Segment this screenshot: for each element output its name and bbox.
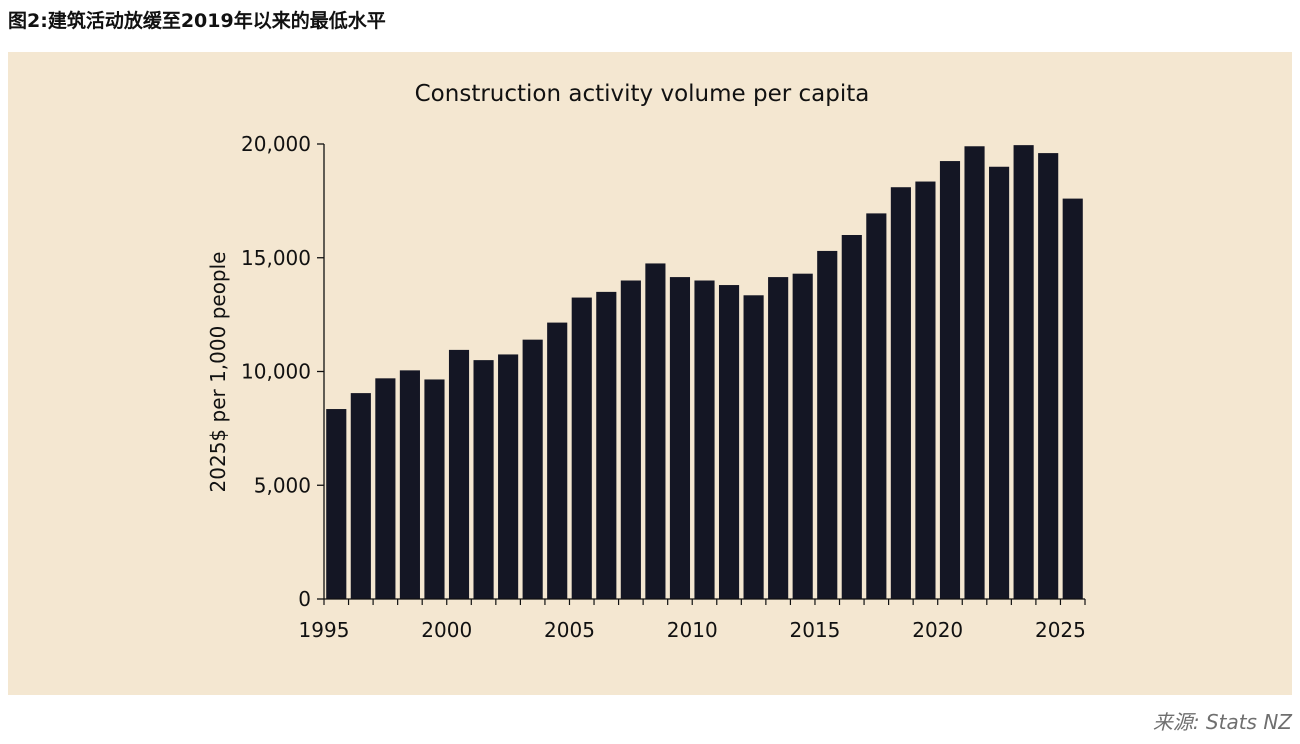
x-tick-label: 2020 [912, 618, 963, 642]
bar-2003 [522, 339, 543, 599]
y-tick-label: 10,000 [241, 360, 311, 384]
bar-2006 [596, 291, 617, 600]
bar-1996 [350, 393, 371, 599]
bar-2007 [620, 280, 641, 599]
bar-2015 [817, 250, 838, 599]
bar-2018 [890, 187, 911, 599]
y-tick-label: 20,000 [241, 132, 311, 156]
chart-panel: Construction activity volume per capita … [8, 52, 1292, 695]
figure-title: 图2:建筑活动放缓至2019年以来的最低水平 [8, 10, 386, 32]
bar-2023 [1013, 145, 1034, 599]
bar-2010 [694, 280, 715, 599]
bar-2022 [989, 166, 1010, 599]
bar-2019 [915, 181, 936, 600]
bar-2001 [473, 360, 494, 600]
bar-2025 [1062, 198, 1083, 599]
x-tick-label: 2000 [421, 618, 472, 642]
bar-2016 [841, 235, 862, 599]
bar-2005 [571, 297, 592, 599]
x-tick-label: 1995 [299, 618, 350, 642]
bar-2002 [498, 354, 519, 599]
bar-2013 [768, 277, 789, 599]
bar-2024 [1038, 153, 1059, 599]
x-tick-label: 2010 [667, 618, 718, 642]
bars [326, 145, 1083, 600]
bar-chart: Construction activity volume per capita … [206, 81, 1086, 642]
x-tick-label: 2015 [790, 618, 841, 642]
bar-1995 [326, 409, 347, 599]
bar-2000 [448, 349, 470, 599]
y-axis: 0 5,000 10,000 15,000 20,000 [241, 132, 325, 611]
bar-1998 [399, 370, 420, 599]
y-tick-label: 0 [298, 587, 311, 611]
y-tick-label: 15,000 [241, 246, 311, 270]
bar-2008 [645, 263, 666, 599]
bar-2017 [866, 213, 887, 599]
y-axis-label: 2025$ per 1,000 people [206, 252, 230, 493]
source-note: 来源: Stats NZ [1152, 710, 1292, 734]
bar-2009 [669, 277, 691, 599]
x-tick-label: 2005 [544, 618, 595, 642]
y-tick-label: 5,000 [254, 473, 311, 497]
bar-2012 [743, 295, 764, 599]
bar-1999 [424, 379, 445, 599]
bar-2004 [547, 322, 568, 599]
bar-2014 [792, 273, 813, 599]
x-tick-label: 2025 [1035, 618, 1086, 642]
x-axis: 1995 2000 2005 2010 2015 2020 2025 [299, 598, 1086, 642]
bar-2021 [964, 146, 985, 599]
bar-1997 [375, 378, 396, 599]
chart-title: Construction activity volume per capita [415, 81, 870, 107]
bar-2011 [718, 285, 740, 599]
bar-2020 [939, 161, 961, 599]
